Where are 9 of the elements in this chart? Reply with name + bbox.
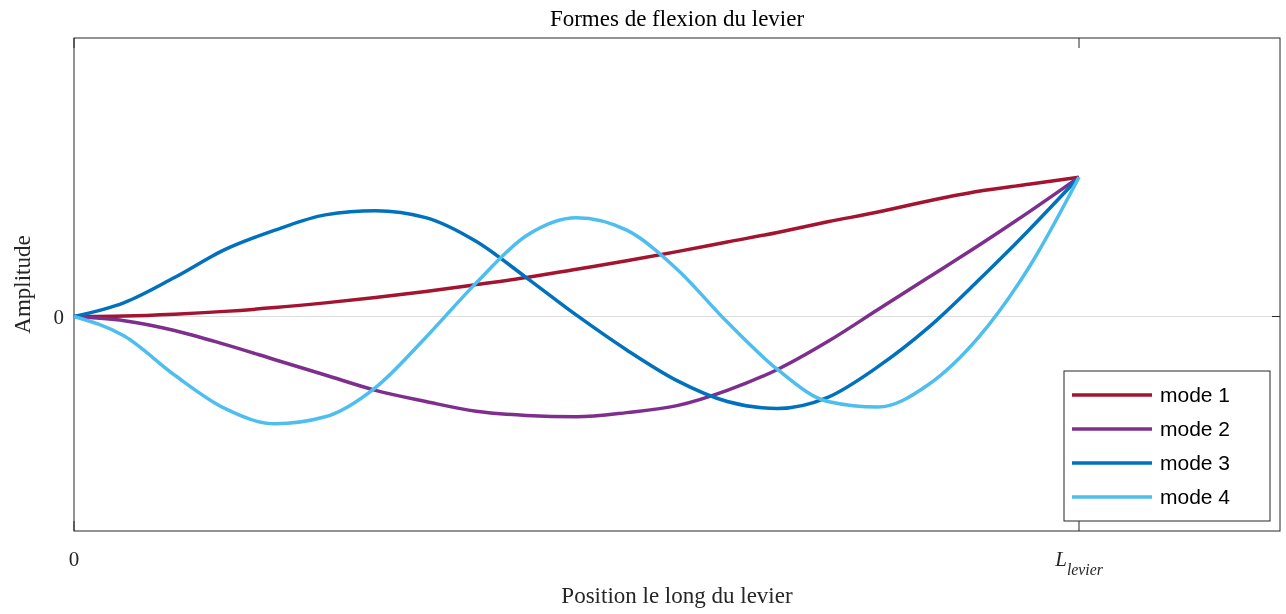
legend-label: mode 1 [1160,383,1231,406]
x-axis-title: Position le long du levier [561,583,793,608]
x-tick-label: L$_{levier}$ [1054,547,1104,578]
legend-label: mode 2 [1160,417,1231,440]
legend-label: mode 4 [1160,485,1231,508]
ref-line-label: 0 [53,304,64,329]
y-axis-title: Amplitude [10,235,35,334]
chart-title: Formes de flexion du levier [549,6,805,31]
legend-label: mode 3 [1160,451,1231,474]
